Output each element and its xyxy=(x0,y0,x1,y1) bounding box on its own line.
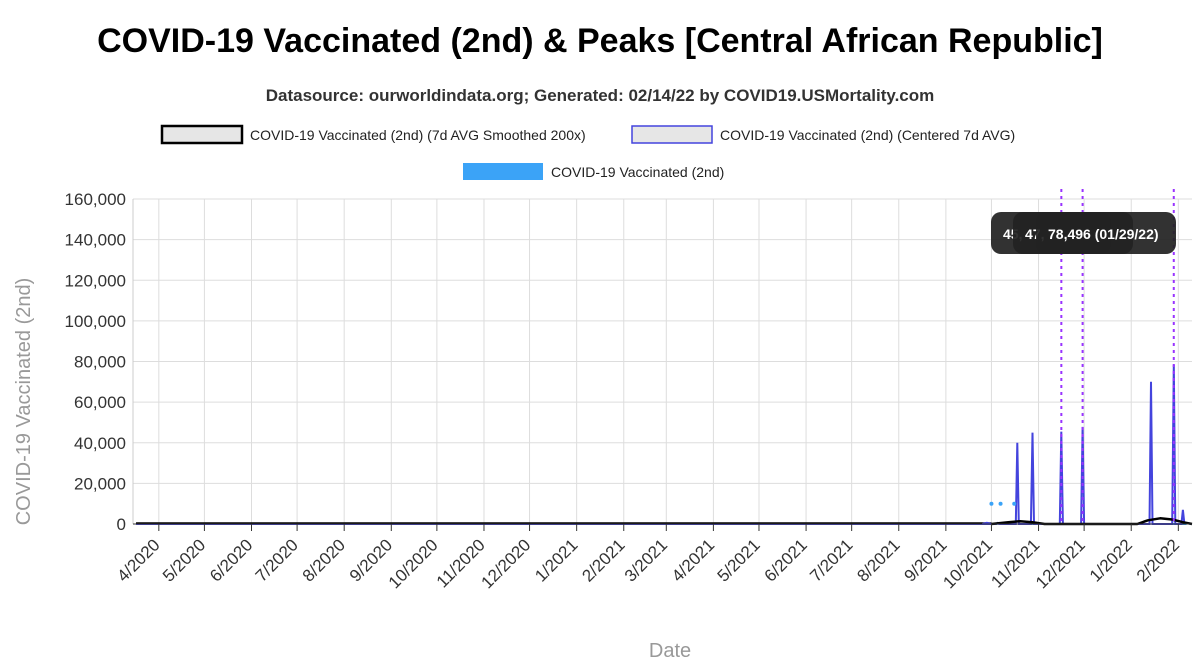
legend-swatch-raw xyxy=(463,163,543,180)
y-tick-label: 20,000 xyxy=(74,474,126,493)
series-point-raw xyxy=(998,501,1003,506)
x-tick-label: 1/2022 xyxy=(1086,535,1136,585)
x-tick-label: 5/2020 xyxy=(159,535,209,585)
x-tick-label: 2/2022 xyxy=(1133,535,1183,585)
series-line-centered xyxy=(982,364,1186,525)
x-tick-label: 10/2020 xyxy=(385,535,442,592)
y-tick-label: 100,000 xyxy=(65,312,126,331)
x-tick-label: 3/2021 xyxy=(621,535,671,585)
x-tick-label: 6/2020 xyxy=(206,535,256,585)
x-tick-label: 7/2021 xyxy=(806,535,856,585)
x-tick-label: 4/2020 xyxy=(113,535,163,585)
legend-label-smoothed: COVID-19 Vaccinated (2nd) (7d AVG Smooth… xyxy=(250,127,586,143)
y-tick-label: 160,000 xyxy=(65,190,126,209)
x-tick-label: 12/2021 xyxy=(1032,535,1089,592)
series-point-raw xyxy=(989,501,994,506)
y-tick-label: 40,000 xyxy=(74,434,126,453)
x-tick-label: 5/2021 xyxy=(714,535,764,585)
series-point-raw xyxy=(1012,501,1017,506)
x-tick-label: 1/2021 xyxy=(531,535,581,585)
x-tick-label: 8/2021 xyxy=(853,535,903,585)
peak-tooltip-box xyxy=(1036,212,1176,254)
y-tick-label: 80,000 xyxy=(74,353,126,372)
x-tick-label: 4/2021 xyxy=(668,535,718,585)
axes: 0 20,000 40,000 60,000 80,000 100,000 120,000 1… xyxy=(13,190,1192,662)
x-tick-label: 7/2020 xyxy=(252,535,302,585)
y-axis-title: COVID-19 Vaccinated (2nd) xyxy=(13,278,35,526)
legend-label-centered: COVID-19 Vaccinated (2nd) (Centered 7d A… xyxy=(720,127,1015,143)
x-axis-title: Date xyxy=(649,640,691,662)
y-tick-label: 120,000 xyxy=(65,271,126,290)
chart-subtitle: Datasource: ourworldindata.org; Generate… xyxy=(265,86,935,105)
series-layer xyxy=(136,364,1193,526)
x-tick-label: 8/2020 xyxy=(299,535,349,585)
x-tick-label: 12/2020 xyxy=(477,535,534,592)
peak-tooltip-label: 78,496 (01/29/22) xyxy=(1048,226,1159,242)
x-tick-label: 2/2021 xyxy=(578,535,628,585)
legend-label-raw: COVID-19 Vaccinated (2nd) xyxy=(551,164,724,180)
y-tick-label: 140,000 xyxy=(65,231,126,250)
tooltip-layer: 45, 47, 78,496 (01/29/22) xyxy=(991,212,1176,254)
x-tick-label: 10/2021 xyxy=(939,535,996,592)
legend-swatch-smoothed xyxy=(160,124,244,145)
x-tick-label: 6/2021 xyxy=(761,535,811,585)
y-tick-label: 60,000 xyxy=(74,393,126,412)
legend-swatch-centered xyxy=(631,125,713,144)
y-tick-label: 0 xyxy=(117,515,126,534)
chart-title: COVID-19 Vaccinated (2nd) & Peaks [Centr… xyxy=(97,22,1103,60)
legend: COVID-19 Vaccinated (2nd) (7d AVG Smooth… xyxy=(160,124,1015,180)
